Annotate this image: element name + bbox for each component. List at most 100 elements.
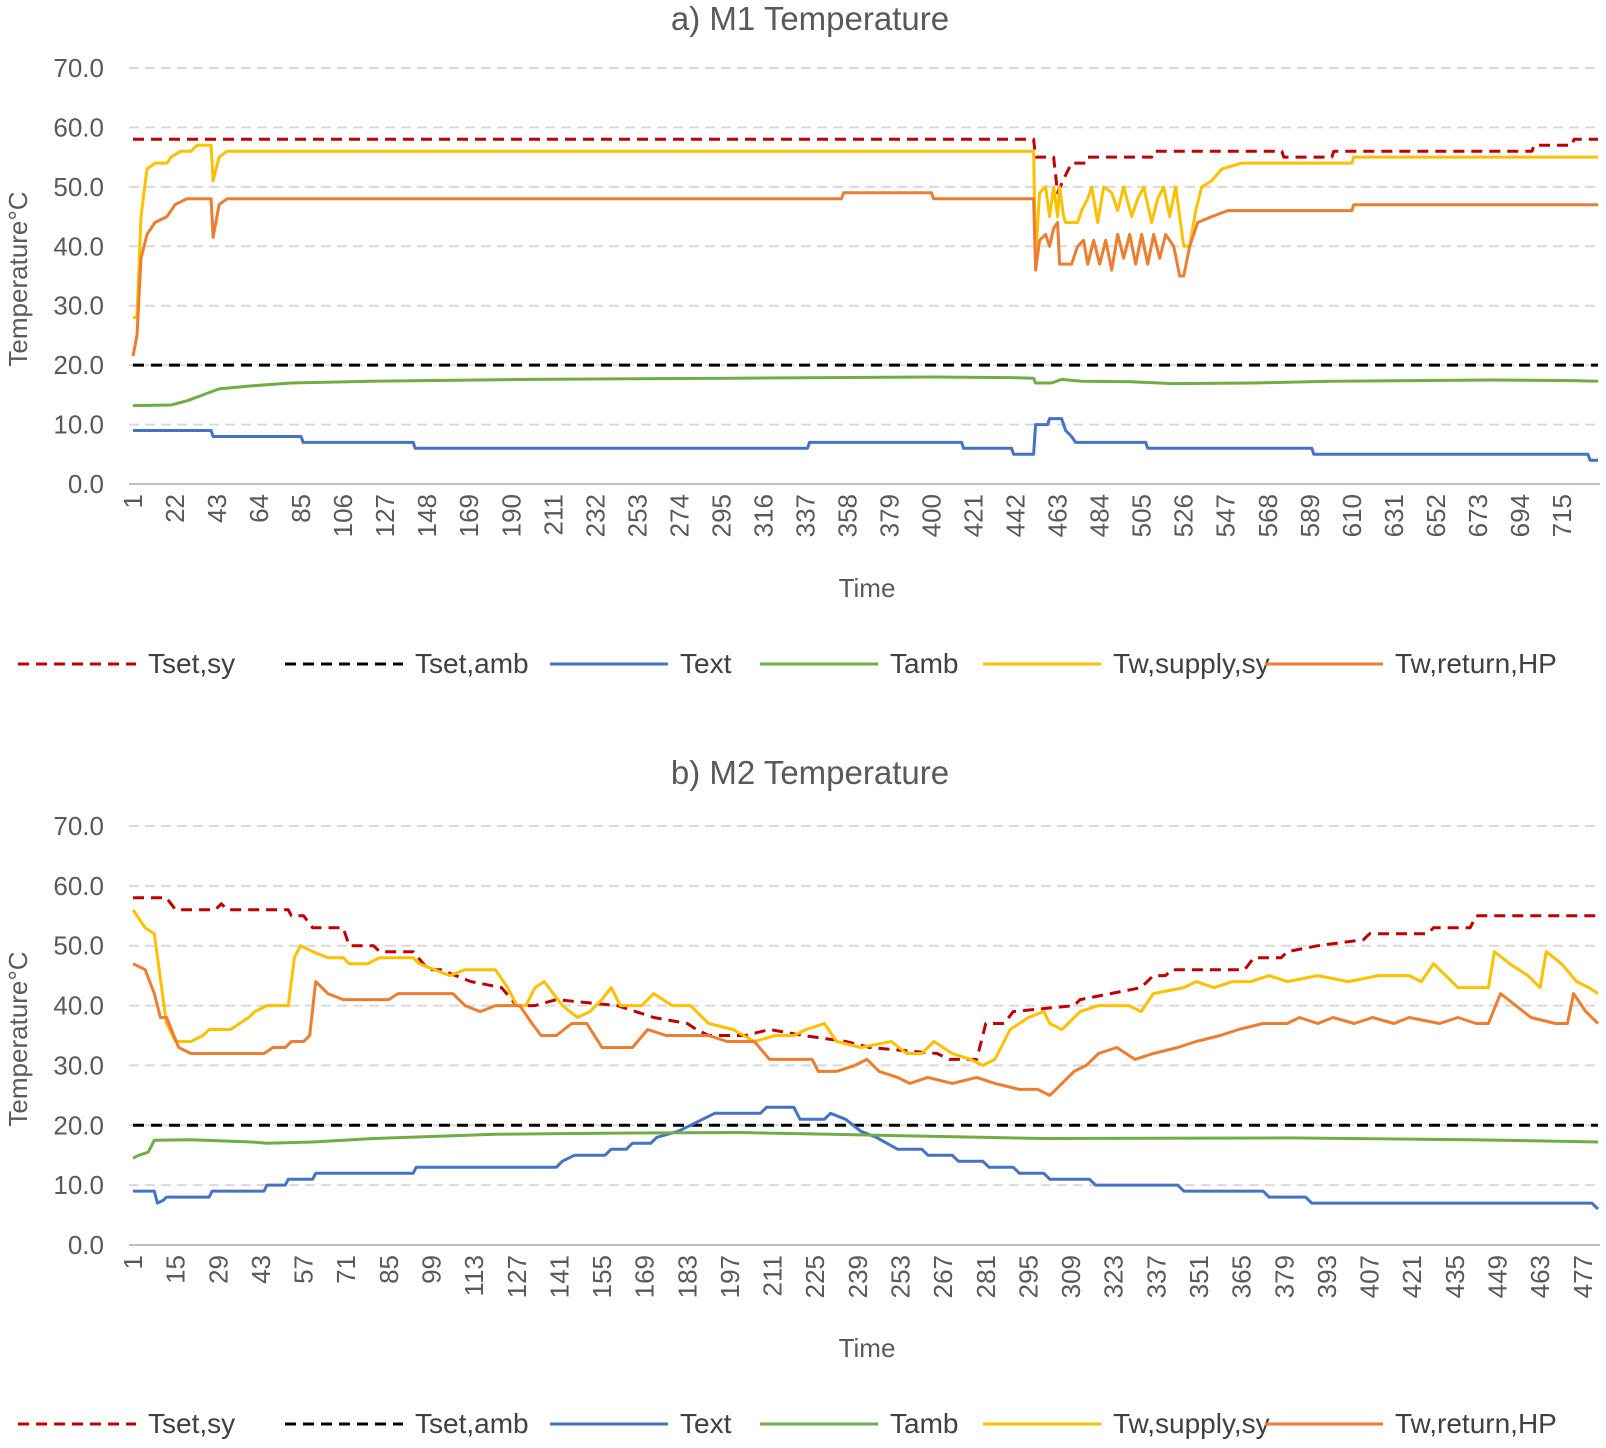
panel-a-x-axis-title: Time [839, 573, 896, 603]
x-tick-label: 211 [538, 494, 568, 535]
y-tick-label: 20.0 [53, 1110, 104, 1140]
x-tick-label: 449 [1482, 1255, 1512, 1298]
legend-label: Tw,return,HP [1395, 1408, 1557, 1439]
panel-b: b) M2 Temperature 0.0 10.0 20.0 30.0 40.0 50.… [3, 754, 1600, 1439]
legend-label: Tw,supply,sy [1113, 648, 1270, 679]
x-tick-label: 295 [1013, 1255, 1043, 1298]
x-tick-label: 169 [454, 494, 484, 537]
x-tick-label: 253 [886, 1255, 916, 1298]
x-tick-label: 568 [1253, 494, 1283, 537]
x-tick-label: 106 [328, 494, 358, 537]
x-tick-label: 239 [843, 1255, 873, 1298]
legend-label: Text [680, 1408, 732, 1439]
y-tick-label: 0.0 [68, 1230, 104, 1260]
legend-label: Text [680, 648, 732, 679]
panel-b-legend: Tset,sy Tset,amb Text Tamb Tw,supply,sy Tw,re… [18, 1408, 1557, 1439]
panel-a-y-ticks: 0.0 10.0 20.0 30.0 40.0 50.0 60.0 70.0 [53, 53, 104, 499]
x-tick-label: 316 [748, 494, 778, 537]
x-tick-label: 29 [203, 1255, 233, 1284]
x-tick-label: 22 [160, 494, 190, 523]
y-tick-label: 60.0 [53, 112, 104, 142]
y-tick-label: 30.0 [53, 1050, 104, 1080]
legend-label: Tset,amb [415, 648, 529, 679]
x-tick-label: 505 [1127, 494, 1157, 537]
x-tick-label: 211 [758, 1255, 788, 1296]
series-line-tw-return-hp [131, 191, 1598, 357]
x-tick-label: 183 [672, 1255, 702, 1298]
x-tick-label: 323 [1099, 1255, 1129, 1298]
panel-a-x-ticks: 1 22 43 64 85 106 127 148 169 190 211 232 253 274 295 3… [118, 494, 1577, 537]
y-tick-label: 70.0 [53, 811, 104, 841]
panel-b-y-axis-title: Temperature°C [3, 951, 33, 1126]
panel-a-legend: Tset,sy Tset,amb Text Tamb Tw,supply,sy Tw,re… [18, 648, 1557, 679]
legend-label: Tset,sy [148, 648, 235, 679]
x-tick-label: 421 [959, 494, 989, 537]
x-tick-label: 43 [246, 1255, 276, 1284]
x-tick-label: 253 [622, 494, 652, 537]
x-tick-label: 141 [544, 1255, 574, 1298]
panel-a-series [131, 137, 1599, 462]
x-tick-label: 85 [374, 1255, 404, 1284]
x-tick-label: 148 [412, 494, 442, 537]
x-tick-label: 43 [202, 494, 232, 523]
x-tick-label: 477 [1568, 1255, 1598, 1298]
series-line-tset-sy [133, 137, 1598, 195]
y-tick-label: 60.0 [53, 871, 104, 901]
x-tick-label: 484 [1085, 494, 1115, 537]
x-tick-label: 463 [1043, 494, 1073, 537]
x-tick-label: 365 [1227, 1255, 1257, 1298]
y-tick-label: 40.0 [53, 991, 104, 1021]
x-tick-label: 127 [502, 1255, 532, 1298]
x-tick-label: 379 [1269, 1255, 1299, 1298]
y-tick-label: 50.0 [53, 172, 104, 202]
panel-b-series [131, 896, 1600, 1211]
x-tick-label: 71 [331, 1255, 361, 1284]
x-tick-label: 421 [1397, 1255, 1427, 1298]
x-tick-label: 232 [580, 494, 610, 537]
panel-b-y-ticks: 0.0 10.0 20.0 30.0 40.0 50.0 60.0 70.0 [53, 811, 104, 1260]
panel-b-x-axis-title: Time [839, 1333, 896, 1363]
x-tick-label: 113 [459, 1255, 489, 1296]
legend-label: Tw,return,HP [1395, 648, 1557, 679]
series-line-text [133, 417, 1598, 462]
x-tick-label: 337 [1141, 1255, 1171, 1298]
x-tick-label: 610 [1337, 494, 1367, 537]
x-tick-label: 64 [244, 494, 274, 523]
y-tick-label: 50.0 [53, 931, 104, 961]
x-tick-label: 309 [1056, 1255, 1086, 1298]
panel-a: a) M1 Temperature 0.0 10.0 20.0 30.0 40.0 50.… [3, 0, 1600, 679]
series-line-tw-supply-sy [133, 143, 1598, 320]
x-tick-label: 337 [790, 494, 820, 537]
x-tick-label: 1 [118, 1255, 148, 1269]
x-tick-label: 274 [664, 494, 694, 537]
series-line-text [133, 1105, 1600, 1211]
x-tick-label: 526 [1169, 494, 1199, 537]
x-tick-label: 400 [917, 494, 947, 537]
x-tick-label: 407 [1355, 1255, 1385, 1298]
legend-label: Tset,amb [415, 1408, 529, 1439]
x-tick-label: 547 [1211, 494, 1241, 537]
series-line-tw-supply-sy [131, 908, 1599, 1067]
x-tick-label: 127 [370, 494, 400, 537]
y-tick-label: 30.0 [53, 291, 104, 321]
y-tick-label: 10.0 [53, 410, 104, 440]
y-tick-label: 40.0 [53, 231, 104, 261]
x-tick-label: 85 [286, 494, 316, 523]
x-tick-label: 715 [1547, 494, 1577, 537]
x-tick-label: 358 [832, 494, 862, 537]
x-tick-label: 631 [1379, 494, 1409, 537]
x-tick-label: 351 [1184, 1255, 1214, 1298]
legend-label: Tw,supply,sy [1113, 1408, 1270, 1439]
x-tick-label: 57 [289, 1255, 319, 1284]
x-tick-label: 190 [496, 494, 526, 537]
y-tick-label: 70.0 [53, 53, 104, 83]
x-tick-label: 379 [875, 494, 905, 537]
panel-a-y-axis-title: Temperature°C [3, 191, 33, 366]
panel-a-title: a) M1 Temperature [671, 0, 949, 37]
series-line-tamb [132, 375, 1599, 408]
series-line-tamb [132, 1131, 1599, 1160]
legend-label: Tamb [890, 648, 958, 679]
legend-label: Tset,sy [148, 1408, 235, 1439]
x-tick-label: 197 [715, 1255, 745, 1298]
